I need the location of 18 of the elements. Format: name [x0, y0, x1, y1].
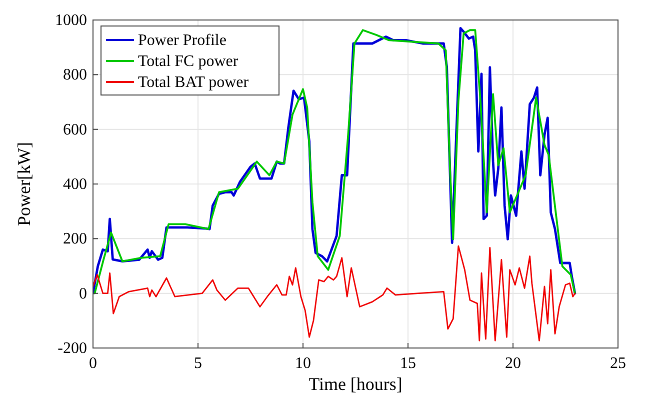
legend-label: Total BAT power	[138, 74, 250, 91]
y-axis-title: Power[kW]	[14, 142, 34, 226]
x-tick-label: 25	[610, 355, 626, 372]
x-axis-title: Time [hours]	[308, 374, 402, 394]
y-tick-label: 1000	[55, 12, 87, 29]
y-tick-label: 600	[63, 121, 87, 138]
x-tick-label: 5	[194, 355, 202, 372]
x-tick-label: 10	[295, 355, 311, 372]
x-tick-label: 15	[400, 355, 416, 372]
y-tick-label: 800	[63, 66, 87, 84]
y-tick-label: -200	[58, 340, 87, 357]
line-series	[93, 245, 576, 342]
legend-label: Total FC power	[138, 53, 239, 70]
y-tick-label: 0	[79, 285, 87, 302]
y-tick-label: 400	[63, 176, 87, 193]
y-tick-label: 200	[63, 230, 87, 248]
legend-label: Power Profile	[138, 32, 226, 49]
x-tick-label: 20	[505, 355, 521, 372]
